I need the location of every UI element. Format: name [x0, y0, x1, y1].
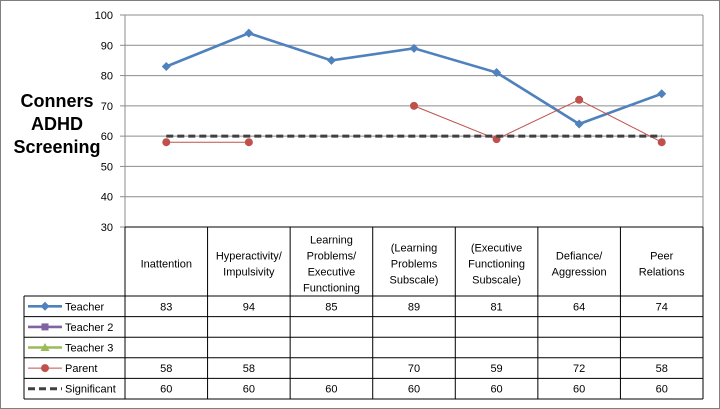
table-value-teacher-1: 94 — [243, 301, 255, 313]
y-tick-label-50: 50 — [101, 161, 113, 173]
table-value-teacher-3: 89 — [408, 301, 420, 313]
table-value-significant-6: 60 — [656, 384, 668, 396]
category-label-1-1: Impulsivity — [223, 267, 275, 279]
series-line-parent-1 — [413, 99, 662, 143]
table-value-significant-0: 60 — [160, 384, 172, 396]
chart-title-line-3: Screening — [13, 137, 101, 157]
point-teacher-4 — [492, 68, 502, 78]
table-value-significant-3: 60 — [408, 384, 420, 396]
point-parent-3 — [410, 101, 418, 110]
point-teacher-1 — [244, 28, 254, 38]
category-label-3-1: Problems — [391, 259, 438, 271]
legend-key-marker-teacher-2 — [41, 323, 49, 331]
category-label-1-0: Hyperactivity/ — [216, 251, 283, 263]
y-tick-label-80: 80 — [101, 71, 113, 83]
legend-label-teacher-2: Teacher 2 — [65, 322, 113, 334]
legend-key-marker-teacher — [40, 301, 50, 311]
legend-label-teacher-3: Teacher 3 — [65, 343, 113, 355]
table-value-significant-1: 60 — [243, 384, 255, 396]
chart-title: Conners ADHD Screening — [4, 90, 110, 159]
legend-key-marker-parent — [41, 364, 49, 373]
legend-label-parent: Parent — [65, 363, 97, 375]
table-value-significant-4: 60 — [490, 384, 502, 396]
table-value-teacher-5: 64 — [573, 301, 585, 313]
category-label-3-2: Subscale) — [390, 275, 439, 287]
point-teacher-5 — [574, 119, 584, 129]
point-parent-5 — [575, 95, 584, 104]
point-parent-1 — [244, 138, 253, 147]
y-tick-label-100: 100 — [95, 10, 113, 22]
chart-title-line-1: Conners — [20, 91, 94, 111]
category-label-3-0: (Learning — [391, 243, 437, 255]
table-value-parent-0: 58 — [160, 363, 172, 375]
point-parent-0 — [162, 138, 171, 147]
point-teacher-6 — [657, 89, 667, 99]
point-parent-6 — [657, 138, 666, 147]
chart-title-line-2: ADHD — [31, 114, 83, 134]
category-label-5-1: Aggression — [552, 267, 607, 279]
table-value-parent-1: 58 — [243, 363, 255, 375]
table-value-teacher-6: 74 — [656, 301, 668, 313]
table-value-parent-6: 58 — [656, 363, 668, 375]
y-tick-label-70: 70 — [101, 101, 113, 113]
category-label-2-2: Executive — [308, 267, 356, 279]
y-tick-label-60: 60 — [101, 131, 113, 143]
table-value-parent-5: 72 — [573, 363, 585, 375]
category-label-5-0: Defiance/ — [556, 251, 603, 263]
legend-label-significant: Significant — [65, 384, 116, 396]
table-value-significant-5: 60 — [573, 384, 585, 396]
category-label-0-0: Inattention — [141, 259, 192, 271]
table-value-significant-2: 60 — [325, 384, 337, 396]
category-label-2-0: Learning — [310, 235, 353, 247]
category-label-6-1: Relations — [639, 267, 685, 279]
category-label-4-0: (Executive — [471, 243, 522, 255]
table-value-parent-4: 59 — [490, 363, 502, 375]
category-label-2-3: Functioning — [303, 283, 360, 295]
category-label-6-0: Peer — [650, 251, 674, 263]
legend-label-teacher: Teacher — [65, 301, 104, 313]
y-tick-label-30: 30 — [101, 222, 113, 234]
y-tick-label-40: 40 — [101, 192, 113, 204]
point-teacher-2 — [326, 55, 336, 65]
table-value-teacher-2: 85 — [325, 301, 337, 313]
point-teacher-0 — [161, 61, 171, 71]
legend-key-marker-teacher-3 — [40, 343, 50, 351]
table-value-teacher-4: 81 — [490, 301, 502, 313]
category-label-4-1: Functioning — [468, 259, 525, 271]
table-value-parent-3: 70 — [408, 363, 420, 375]
table-value-teacher-0: 83 — [160, 301, 172, 313]
category-label-2-1: Problems/ — [307, 251, 357, 263]
y-tick-label-90: 90 — [101, 40, 113, 52]
point-teacher-3 — [409, 43, 419, 53]
category-label-4-2: Subscale) — [472, 275, 521, 287]
